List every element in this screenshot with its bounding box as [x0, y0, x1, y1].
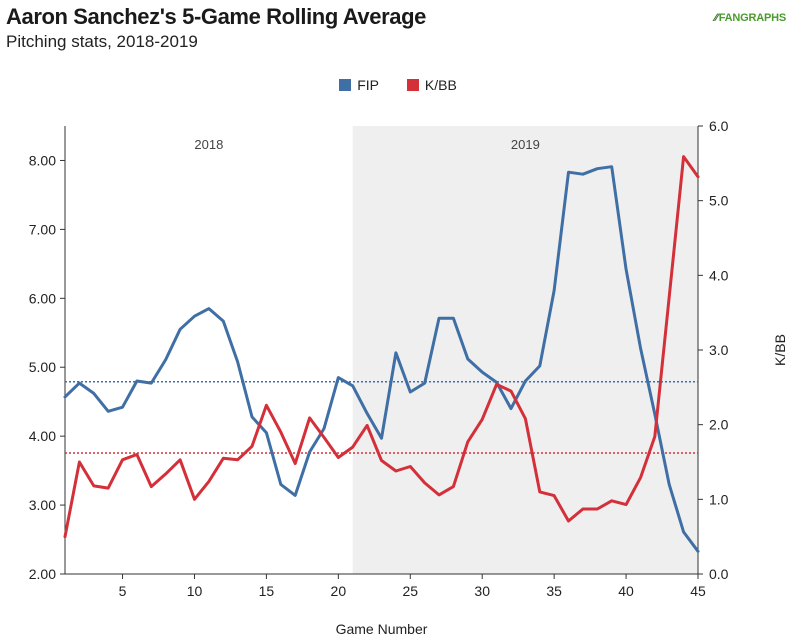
y-right-tick-label-2.0: 2.0: [709, 417, 729, 433]
y-left-tick-label-2.00: 2.00: [29, 566, 56, 582]
x-tick-label-15: 15: [259, 583, 275, 599]
x-tick-label-45: 45: [690, 583, 706, 599]
x-tick-label-25: 25: [402, 583, 418, 599]
fangraphs-logo: ⁄⁄FANGRAPHS: [714, 12, 786, 24]
fangraphs-logo-text: FANGRAPHS: [718, 12, 786, 24]
y-left-tick-label-7.00: 7.00: [29, 221, 56, 237]
y-right-tick-label-0.0: 0.0: [709, 566, 729, 582]
y-right-tick-label-6.0: 6.0: [709, 118, 729, 134]
chart-title: Aaron Sanchez's 5-Game Rolling Average: [6, 4, 426, 29]
y-left-tick-label-5.00: 5.00: [29, 359, 56, 375]
x-axis-title: Game Number: [336, 621, 428, 637]
x-tick-label-30: 30: [474, 583, 490, 599]
chart-legend: FIP K/BB: [0, 76, 796, 93]
legend-item-kbb: K/BB: [406, 77, 457, 94]
legend-swatch-fip: [339, 79, 352, 92]
y-left-tick-label-6.00: 6.00: [29, 290, 56, 306]
series-line-fip: [63, 165, 700, 553]
y-left-tick-label-4.00: 4.00: [29, 428, 56, 444]
legend-swatch-kbb: [406, 79, 419, 92]
y-left-tick-label-8.00: 8.00: [29, 152, 56, 168]
y-left-tick-label-3.00: 3.00: [29, 497, 56, 513]
series-line-kbb: [63, 155, 700, 539]
x-tick-label-20: 20: [331, 583, 347, 599]
y-right-tick-label-4.0: 4.0: [709, 267, 729, 283]
legend-label-fip: FIP: [357, 77, 379, 94]
legend-item-fip: FIP: [339, 77, 379, 93]
x-tick-label-10: 10: [187, 583, 203, 599]
season-label-2019: 2019: [511, 137, 540, 152]
fangraphs-logo-mark: ⁄⁄: [714, 12, 718, 24]
x-tick-label-40: 40: [618, 583, 634, 599]
season-shade-2019: [352, 126, 698, 574]
x-tick-label-5: 5: [119, 583, 127, 599]
y-right-axis-title: K/BB: [772, 334, 788, 366]
legend-label-kbb: K/BB: [424, 77, 457, 94]
x-tick-label-35: 35: [546, 583, 562, 599]
y-right-tick-label-5.0: 5.0: [709, 193, 729, 209]
chart-subtitle: Pitching stats, 2018-2019: [6, 32, 198, 51]
y-right-tick-label-1.0: 1.0: [709, 491, 729, 507]
y-right-tick-label-3.0: 3.0: [709, 342, 729, 358]
season-label-2018: 2018: [194, 137, 223, 152]
